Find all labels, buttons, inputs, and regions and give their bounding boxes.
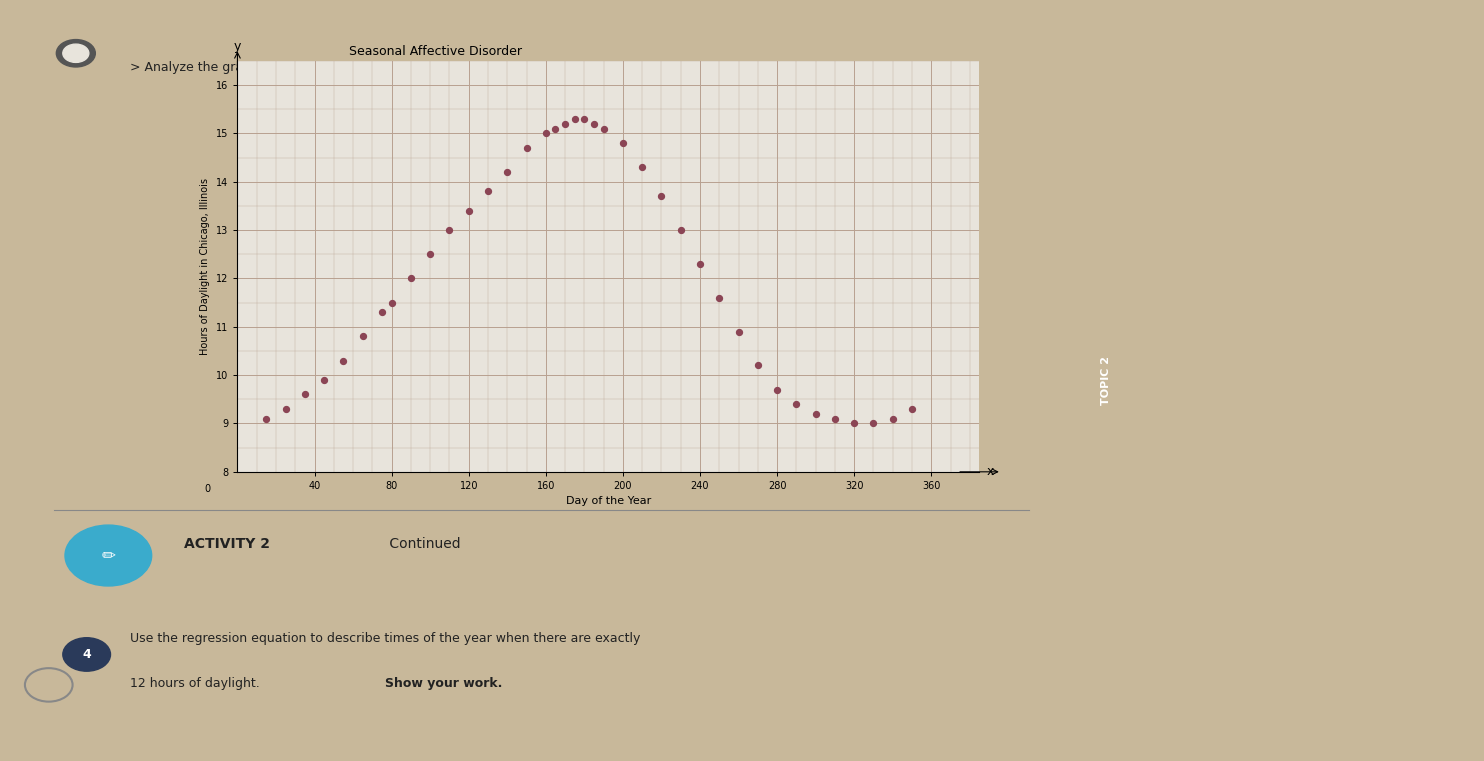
- X-axis label: Day of the Year: Day of the Year: [565, 496, 651, 506]
- Point: [273, 403, 297, 415]
- Point: [669, 224, 693, 236]
- Point: [331, 355, 355, 367]
- Point: [292, 388, 316, 400]
- Text: ✏: ✏: [101, 546, 116, 565]
- Point: [515, 142, 539, 154]
- Point: [708, 291, 732, 304]
- Text: y: y: [234, 40, 240, 53]
- Point: [582, 118, 605, 130]
- Point: [418, 248, 442, 260]
- Point: [254, 412, 278, 425]
- Point: [727, 326, 751, 338]
- Point: [457, 205, 481, 217]
- Point: [496, 166, 519, 178]
- Circle shape: [62, 44, 89, 62]
- Point: [543, 123, 567, 135]
- Y-axis label: Hours of Daylight in Chicago, Illinois: Hours of Daylight in Chicago, Illinois: [200, 178, 211, 355]
- Point: [399, 272, 423, 285]
- Point: [380, 297, 404, 309]
- Point: [901, 403, 925, 415]
- Point: [862, 417, 886, 429]
- Text: Seasonal Affective Disorder: Seasonal Affective Disorder: [349, 46, 522, 59]
- Text: 0: 0: [205, 484, 211, 494]
- Point: [631, 161, 654, 174]
- Point: [746, 359, 770, 371]
- Point: [534, 127, 558, 139]
- Text: > Analyze the graph, which models the data in the table.: > Analyze the graph, which models the da…: [131, 61, 490, 74]
- Text: Show your work.: Show your work.: [384, 677, 502, 690]
- Circle shape: [65, 525, 151, 586]
- Point: [843, 417, 867, 429]
- Text: TOPIC 2: TOPIC 2: [1101, 356, 1110, 405]
- Point: [689, 258, 712, 270]
- Circle shape: [62, 638, 110, 671]
- Point: [611, 137, 635, 149]
- Point: [562, 113, 586, 125]
- Point: [370, 306, 393, 318]
- Point: [804, 408, 828, 420]
- Point: [350, 330, 374, 342]
- Point: [650, 190, 674, 202]
- Text: ACTIVITY 2: ACTIVITY 2: [184, 537, 270, 550]
- Point: [824, 412, 847, 425]
- Point: [881, 412, 905, 425]
- Point: [573, 113, 597, 125]
- Point: [785, 398, 809, 410]
- Text: x: x: [987, 465, 994, 479]
- Text: Continued: Continued: [384, 537, 460, 550]
- Text: 4: 4: [82, 648, 91, 661]
- Point: [438, 224, 462, 236]
- Point: [476, 186, 500, 198]
- Circle shape: [56, 40, 95, 67]
- Point: [592, 123, 616, 135]
- Point: [312, 374, 335, 386]
- Text: Use the regression equation to describe times of the year when there are exactly: Use the regression equation to describe …: [131, 632, 641, 645]
- Text: 12 hours of daylight.: 12 hours of daylight.: [131, 677, 264, 690]
- Point: [766, 384, 789, 396]
- Point: [554, 118, 577, 130]
